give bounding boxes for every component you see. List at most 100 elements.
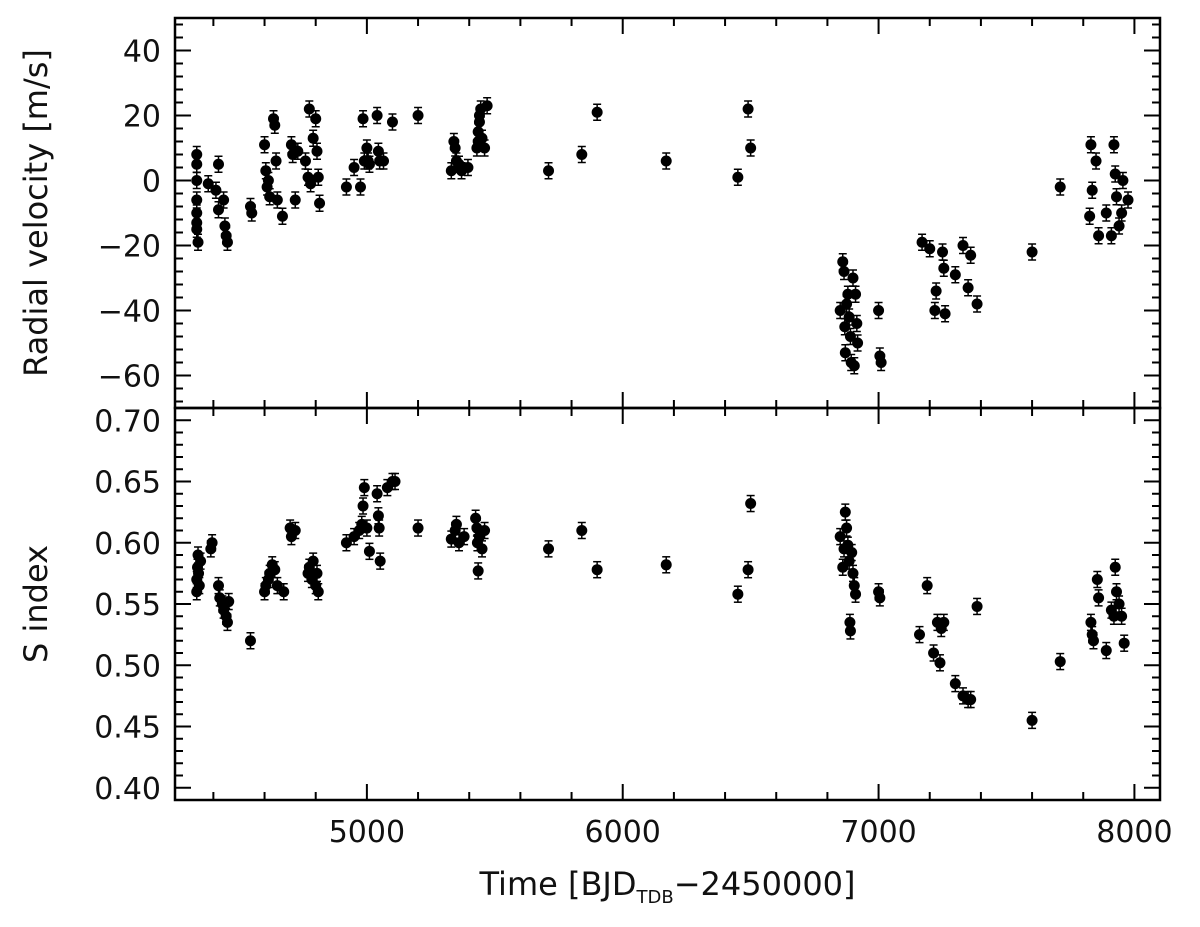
data-point [244,632,256,650]
data-point [873,301,885,320]
x-tick-label: 7000 [840,815,916,850]
data-point [340,178,352,196]
time-axis-label: Time [BJDTDB−2450000] [478,865,855,908]
data-point [363,542,375,561]
data-point [1116,607,1128,625]
data-point [937,243,949,261]
data-point [361,139,373,157]
data-point [949,266,961,284]
data-point [928,644,940,662]
data-point [839,503,851,521]
data-point [938,259,950,277]
data-point [1118,634,1130,652]
data-point [929,301,941,320]
y-tick-label: 0.65 [94,466,161,501]
data-point [212,576,224,595]
data-point [965,246,977,264]
data-point [938,613,950,632]
data-point [412,519,424,537]
y-tick-label: −60 [98,360,161,395]
s-index-plot-frame [173,406,1162,802]
data-point [450,515,462,534]
y-tick-label: 0.70 [94,404,161,439]
y-tick-label: 0.55 [94,588,161,623]
data-point [1054,178,1066,196]
data-point [479,139,491,157]
time-axis-label-main: Time [BJD [478,865,636,903]
data-point [1091,570,1103,589]
data-point [363,155,375,173]
radial-velocity-ticks [175,18,1160,408]
data-point [874,589,886,607]
data-point [844,622,856,640]
data-point [543,162,555,180]
data-point [340,534,352,552]
data-point [1093,227,1105,245]
data-point [358,478,370,497]
data-point [591,103,603,121]
y-tick-label: −40 [98,295,161,330]
data-point [1084,207,1096,225]
x-tick-label: 6000 [585,815,661,850]
s-index-axis-label: S index [17,545,55,663]
data-point [660,556,672,574]
data-point [660,152,672,170]
data-point [930,282,942,300]
data-point [412,106,424,125]
data-point [479,521,491,540]
data-point [745,139,757,157]
data-point [289,191,301,209]
data-point [269,560,281,579]
data-point [591,560,603,579]
data-point [1108,136,1120,154]
data-point [843,308,855,326]
data-point [1085,613,1097,632]
data-point [971,597,983,616]
data-point [212,155,224,173]
s-index-panel: 0.40 0.45 0.50 0.55 0.60 0.65 0.70 5000 6000 700… [17,404,1173,908]
data-point [837,558,849,576]
data-point [848,357,860,375]
data-point [1105,227,1117,245]
data-point [191,171,203,190]
data-point [576,521,588,540]
data-point [844,327,856,346]
data-point [389,472,401,491]
radial-velocity-axis-label: Radial velocity [m/s] [17,49,55,377]
data-point [1116,204,1128,222]
data-point [852,334,864,352]
radial-velocity-plot-frame [173,16,1162,410]
y-tick-label: 0 [142,165,161,200]
x-tick-label: 5000 [329,815,405,850]
data-point [378,152,390,170]
data-point [1054,652,1066,671]
data-point [957,236,969,255]
y-tick-label: 20 [123,100,161,135]
data-point [289,521,301,540]
data-point [1026,711,1038,730]
data-point [965,690,977,709]
data-point [276,207,288,225]
data-point [481,97,493,115]
data-point [271,191,283,209]
data-point [1111,188,1123,206]
data-point [372,507,384,525]
data-point [1111,583,1123,601]
s-index-ticks [175,407,1160,801]
data-point [875,353,887,372]
data-point [1086,181,1098,199]
y-tick-label: 40 [123,35,161,70]
data-point [745,494,757,513]
data-point [841,519,853,537]
data-point [732,585,744,603]
data-point [924,240,936,258]
data-point [934,654,946,672]
data-point [357,497,369,515]
data-point [191,155,203,173]
data-point [850,585,862,603]
y-tick-label: 0.45 [94,711,161,746]
y-tick-label: 0.40 [94,772,161,807]
data-point [371,106,383,125]
data-point [299,152,311,170]
